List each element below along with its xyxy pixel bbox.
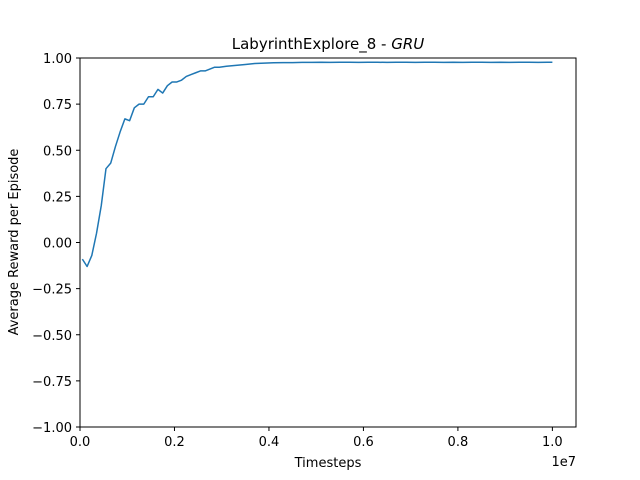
- series-line: [81, 61, 553, 268]
- chart-title: LabyrinthExplore_8 - GRU: [232, 35, 425, 54]
- y-tick-label: −1.00: [32, 421, 72, 436]
- chart-title-emphasis: GRU: [391, 35, 424, 53]
- x-tick-label: 0.6: [353, 435, 374, 450]
- x-axis-title: Timesteps: [294, 456, 362, 471]
- x-tick-label: 1.0: [542, 435, 563, 450]
- chart-title-main: LabyrinthExplore_8 -: [232, 35, 391, 54]
- x-axis-offset-label: 1e7: [551, 455, 576, 470]
- x-tick-label: 0.4: [259, 435, 280, 450]
- x-tick-label: 0.0: [70, 435, 91, 450]
- y-tick-label: 0.00: [43, 237, 72, 252]
- axis-ticks-layer: 0.0 0.2 0.4 0.6 0.8 1.0 −1.00 −0.75 −0.50 −0.25 0.…: [32, 52, 563, 450]
- plot-data-layer: [81, 61, 553, 268]
- plot-frame: [79, 57, 577, 428]
- y-tick-label: 0.50: [43, 144, 72, 159]
- y-tick-label: −0.50: [32, 329, 72, 344]
- y-tick-label: 0.25: [43, 190, 72, 205]
- x-tick-label: 0.8: [448, 435, 469, 450]
- y-axis-title: Average Reward per Episode: [7, 149, 22, 336]
- y-tick-label: 1.00: [43, 52, 72, 67]
- y-tick-label: 0.75: [43, 98, 72, 113]
- y-tick-label: −0.75: [32, 375, 72, 390]
- y-tick-label: −0.25: [32, 283, 72, 298]
- x-tick-label: 0.2: [164, 435, 185, 450]
